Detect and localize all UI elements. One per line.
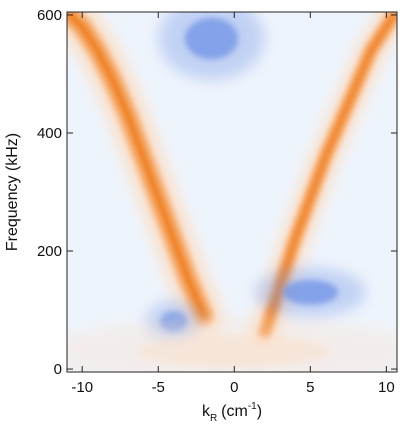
- x-axis-label: kR (cm-1): [202, 401, 262, 424]
- x-axis-label-unit: (cm: [221, 403, 248, 420]
- x-tick-label: 10: [378, 379, 395, 396]
- x-tick-label: -10: [71, 379, 93, 396]
- x-tick-label: 0: [230, 379, 238, 396]
- y-axis: 0 200 400 600: [37, 7, 397, 378]
- x-tick-label: -5: [152, 379, 165, 396]
- low-frequency-bands: [67, 318, 397, 372]
- x-tick-label: 5: [306, 379, 314, 396]
- heatmap-layer: [67, 12, 397, 372]
- plot-frame: [66, 11, 398, 373]
- x-axis-label-subscript: R: [210, 413, 217, 424]
- y-tick-label: 200: [37, 243, 62, 260]
- right-branch: [250, 12, 397, 349]
- right-branch-core: [261, 12, 397, 337]
- x-axis-label-close: ): [257, 403, 262, 420]
- negative-blob-right: [254, 267, 366, 318]
- left-branch-core: [67, 12, 208, 320]
- y-tick-label: 400: [37, 125, 62, 142]
- x-axis: -10 -5 0 5 10: [71, 12, 395, 396]
- y-tick-label: 0: [54, 361, 62, 378]
- x-axis-label-exponent: -1: [248, 401, 257, 412]
- negative-top-streaks: [158, 12, 265, 80]
- left-branch: [67, 12, 224, 336]
- negative-top-streaks-core: [184, 17, 239, 60]
- y-axis-label: Frequency (kHz): [4, 133, 21, 251]
- x-axis-label-main: k: [202, 403, 211, 420]
- negative-blob-right-core: [282, 279, 338, 305]
- y-tick-label: 600: [37, 7, 62, 24]
- low-frequency-bands-core: [138, 334, 331, 368]
